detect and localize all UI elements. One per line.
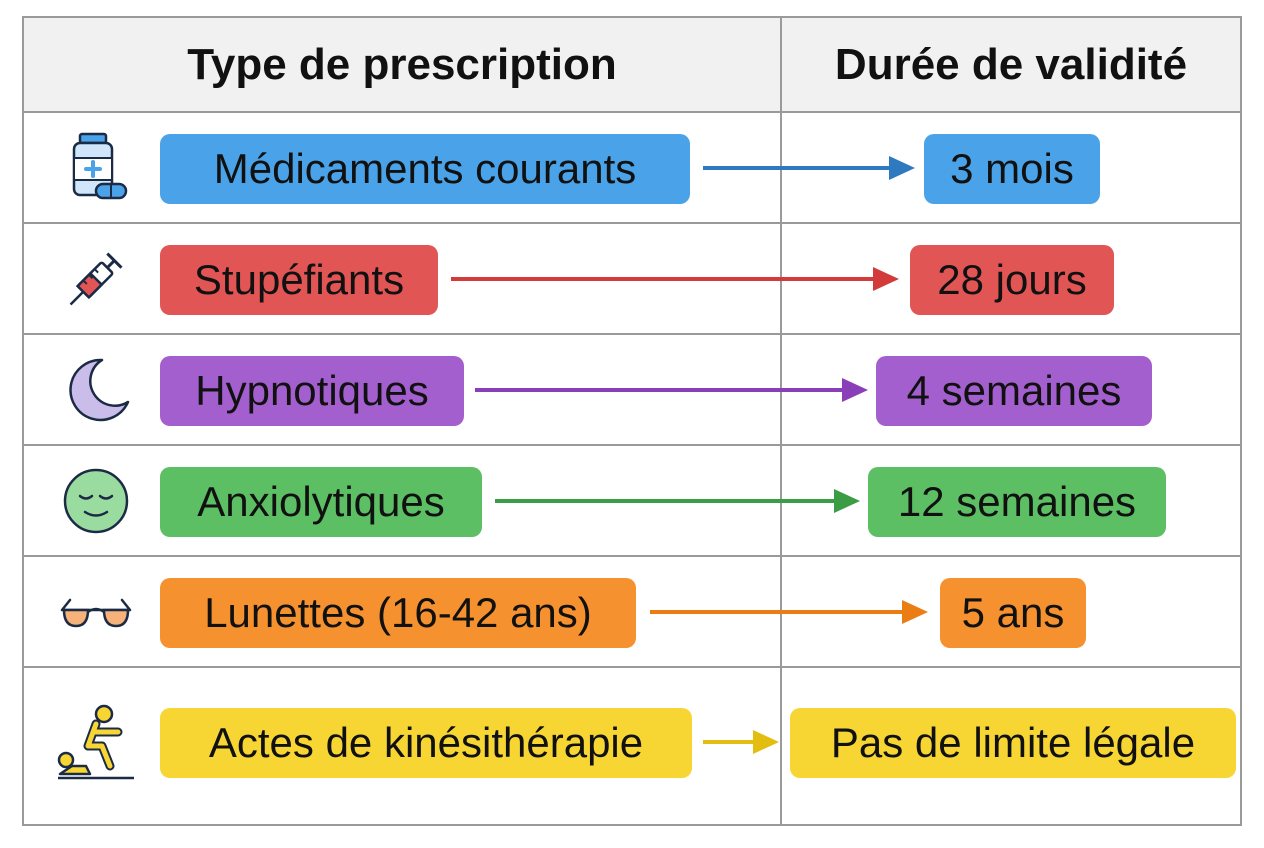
duration-pill: 4 semaines [876, 356, 1152, 426]
table-row: Lunettes (16-42 ans) 5 ans [24, 557, 1240, 668]
type-label: Médicaments courants [213, 145, 637, 192]
moon-icon [56, 350, 136, 430]
duration-label: 12 semaines [897, 478, 1137, 525]
table-row: Hypnotiques 4 semaines [24, 335, 1240, 446]
glasses-icon [56, 572, 136, 652]
type-label: Lunettes (16-42 ans) [204, 589, 592, 636]
type-label: Hypnotiques [195, 367, 429, 414]
type-label: Actes de kinésithérapie [208, 719, 644, 766]
type-pill: Stupéfiants [160, 245, 438, 315]
prescription-table: Type de prescription Durée de validité M… [22, 16, 1242, 826]
arrow [703, 153, 915, 183]
table-row: Anxiolytiques 12 semaines [24, 446, 1240, 557]
table-header: Type de prescription Durée de validité [24, 18, 1240, 113]
arrow [475, 375, 868, 405]
syringe-icon [56, 239, 136, 319]
type-label: Stupéfiants [193, 256, 405, 303]
type-pill: Actes de kinésithérapie [160, 708, 692, 778]
duration-pill: 3 mois [924, 134, 1100, 204]
duration-label: 5 ans [961, 589, 1065, 636]
duration-label: 3 mois [950, 145, 1074, 192]
duration-pill: 12 semaines [868, 467, 1166, 537]
duration-pill: Pas de limite légale [790, 708, 1236, 778]
duration-pill: 5 ans [940, 578, 1086, 648]
arrow [703, 727, 779, 757]
type-label: Anxiolytiques [197, 478, 445, 525]
calm-face-icon [56, 461, 136, 541]
duration-pill: 28 jours [910, 245, 1114, 315]
table-row: Actes de kinésithérapie Pas de limite lé… [24, 668, 1240, 824]
header-type: Type de prescription [187, 39, 617, 89]
arrow [495, 486, 860, 516]
type-pill: Anxiolytiques [160, 467, 482, 537]
table-row: Médicaments courants 3 mois [24, 113, 1240, 224]
table-row: Stupéfiants 28 jours [24, 224, 1240, 335]
duration-label: Pas de limite légale [830, 719, 1196, 766]
type-pill: Lunettes (16-42 ans) [160, 578, 636, 648]
column-divider [780, 18, 782, 824]
medicine-bottle-icon [56, 128, 136, 208]
physiotherapy-icon [56, 702, 136, 782]
arrow [650, 597, 928, 627]
arrow [451, 264, 899, 294]
header-duration: Durée de validité [834, 39, 1188, 89]
duration-label: 4 semaines [906, 367, 1122, 414]
duration-label: 28 jours [937, 256, 1087, 303]
type-pill: Médicaments courants [160, 134, 690, 204]
type-pill: Hypnotiques [160, 356, 464, 426]
